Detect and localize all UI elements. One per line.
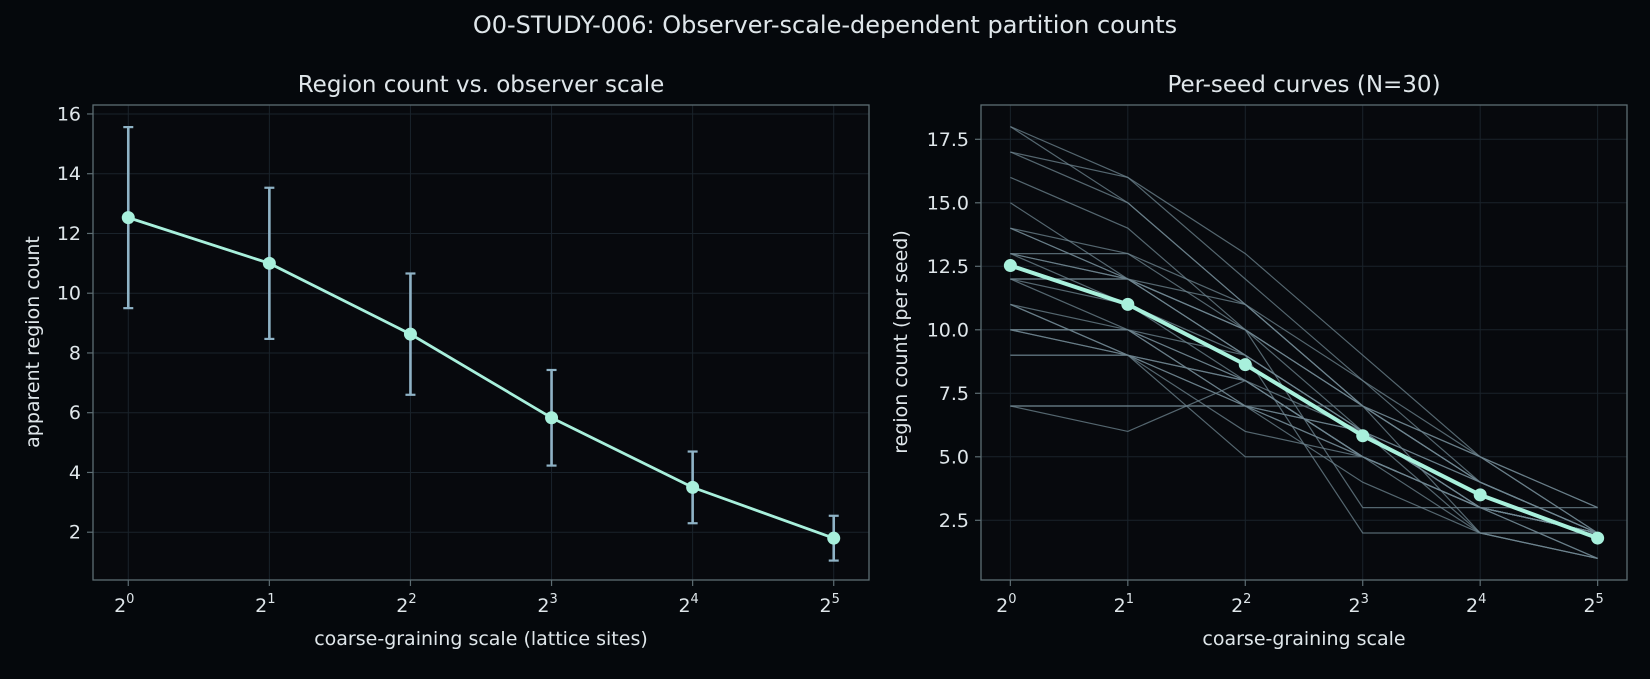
left-y-tick-label: 12 xyxy=(57,223,81,245)
left-x-tick-label: 25 xyxy=(820,592,840,617)
left-x-tick-exponent: 3 xyxy=(549,592,557,607)
left-y-axis-label: apparent region count xyxy=(22,236,44,448)
left-y-tick-label: 4 xyxy=(69,462,81,484)
mean-point xyxy=(1003,259,1017,273)
right-x-tick-base: 2 xyxy=(1466,595,1478,617)
left-x-tick-label: 23 xyxy=(537,592,557,617)
left-x-tick-base: 2 xyxy=(114,595,126,617)
mean-point xyxy=(1591,531,1605,545)
left-x-tick-label: 21 xyxy=(255,592,275,617)
mean-point xyxy=(545,411,559,425)
right-x-tick-exponent: 3 xyxy=(1361,592,1369,607)
left-y-ticks: 2 4 6 8 10 12 14 16 xyxy=(57,103,93,544)
right-chart: 2.55.07.510.012.515.017.5 20 21 22 23 24 25 P… xyxy=(890,72,1628,650)
right-chart-title: Per-seed curves (N=30) xyxy=(1167,72,1440,98)
right-x-tick-label: 25 xyxy=(1583,592,1603,617)
right-x-tick-label: 23 xyxy=(1349,592,1369,617)
left-y-tick-label: 8 xyxy=(69,342,81,364)
left-series xyxy=(121,126,841,562)
left-x-tick-base: 2 xyxy=(820,595,832,617)
right-x-tick-exponent: 4 xyxy=(1478,592,1486,607)
right-x-tick-base: 2 xyxy=(996,595,1008,617)
left-y-tick-label: 16 xyxy=(57,103,81,125)
right-y-tick-label: 15.0 xyxy=(927,192,969,214)
right-x-tick-label: 20 xyxy=(996,592,1016,617)
right-x-tick-label: 21 xyxy=(1114,592,1134,617)
left-y-tick-label: 14 xyxy=(57,163,81,185)
left-x-tick-base: 2 xyxy=(255,595,267,617)
right-x-tick-exponent: 5 xyxy=(1596,592,1604,607)
mean-point xyxy=(686,480,700,494)
right-mean-series xyxy=(1003,259,1605,545)
right-x-tick-base: 2 xyxy=(1583,595,1595,617)
mean-point xyxy=(403,327,417,341)
left-x-ticks: 20 21 22 23 24 25 xyxy=(114,580,840,617)
left-plot-area xyxy=(93,105,869,580)
right-y-axis-label: region count (per seed) xyxy=(890,230,912,454)
seed-curve xyxy=(1010,227,1598,534)
mean-line xyxy=(1009,263,1599,540)
mean-point xyxy=(1473,488,1487,502)
left-x-tick-base: 2 xyxy=(537,595,549,617)
right-seed-curves xyxy=(1010,126,1598,559)
seed-curve xyxy=(1010,303,1598,534)
right-x-tick-label: 24 xyxy=(1466,592,1486,617)
right-axes-frame xyxy=(980,104,1628,581)
right-x-tick-exponent: 2 xyxy=(1243,592,1251,607)
mean-point xyxy=(1121,297,1135,311)
right-x-axis-label: coarse-graining scale xyxy=(1202,628,1405,650)
seed-curve xyxy=(1010,253,1598,509)
left-x-axis-label: coarse-graining scale (lattice sites) xyxy=(314,628,648,650)
mean-point xyxy=(121,211,135,225)
left-y-tick-label: 2 xyxy=(69,522,81,544)
left-y-tick-label: 10 xyxy=(57,283,81,305)
right-y-tick-label: 5.0 xyxy=(939,446,969,468)
left-x-tick-label: 24 xyxy=(678,592,698,617)
right-x-tick-label: 22 xyxy=(1231,592,1251,617)
left-chart-title: Region count vs. observer scale xyxy=(298,72,665,98)
left-axes-frame xyxy=(92,104,870,581)
left-y-tick-label: 6 xyxy=(69,402,81,424)
right-x-tick-base: 2 xyxy=(1231,595,1243,617)
left-x-tick-exponent: 2 xyxy=(408,592,416,607)
left-x-tick-exponent: 0 xyxy=(126,592,134,607)
left-x-tick-label: 20 xyxy=(114,592,134,617)
right-y-tick-label: 7.5 xyxy=(939,383,969,405)
mean-line xyxy=(127,216,835,540)
right-x-tick-exponent: 1 xyxy=(1126,592,1134,607)
mean-point xyxy=(1238,358,1252,372)
mean-point xyxy=(1356,429,1370,443)
right-x-tick-base: 2 xyxy=(1114,595,1126,617)
right-x-tick-exponent: 0 xyxy=(1008,592,1016,607)
right-y-ticks: 2.5 5.0 7.5 10.0 12.5 15.0 17.5 xyxy=(927,129,981,532)
right-x-ticks: 20 21 22 23 24 25 xyxy=(996,580,1604,617)
left-x-tick-base: 2 xyxy=(678,595,690,617)
left-x-tick-exponent: 4 xyxy=(691,592,699,607)
left-x-tick-label: 22 xyxy=(396,592,416,617)
right-y-tick-label: 12.5 xyxy=(927,256,969,278)
right-y-tick-label: 17.5 xyxy=(927,129,969,151)
mean-point xyxy=(827,531,841,545)
left-x-tick-base: 2 xyxy=(396,595,408,617)
seed-curve xyxy=(1010,278,1598,509)
right-y-tick-label: 10.0 xyxy=(927,319,969,341)
figure-suptitle: O0-STUDY-006: Observer-scale-dependent p… xyxy=(473,11,1177,39)
left-x-tick-exponent: 5 xyxy=(832,592,840,607)
right-x-tick-base: 2 xyxy=(1349,595,1361,617)
right-y-tick-label: 2.5 xyxy=(939,510,969,532)
left-x-tick-exponent: 1 xyxy=(267,592,275,607)
mean-point xyxy=(262,256,276,270)
